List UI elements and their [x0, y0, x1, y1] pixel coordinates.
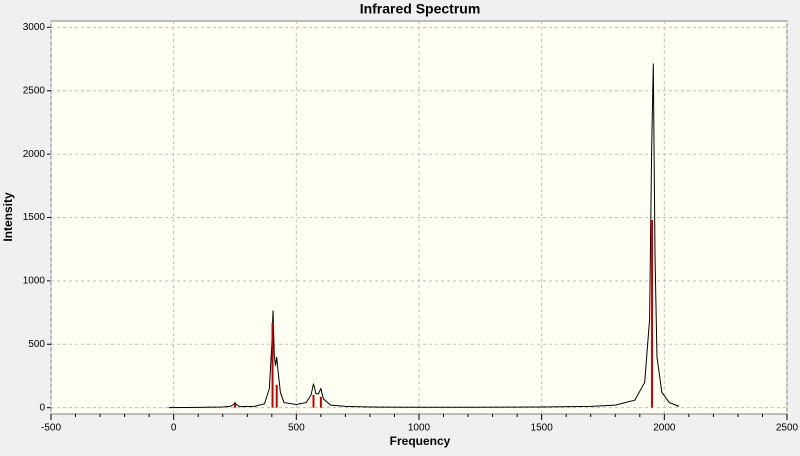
x-tick-label: -500: [41, 423, 61, 434]
y-tick-label: 0: [39, 402, 45, 413]
x-tick-label: 500: [288, 423, 305, 434]
y-axis-label: Intensity: [1, 192, 15, 242]
x-tick-label: 1000: [408, 423, 431, 434]
y-tick-label: 3000: [23, 22, 46, 33]
y-tick-label: 2000: [23, 149, 46, 160]
y-tick-label: 1500: [23, 212, 46, 223]
x-tick-label: 2500: [776, 423, 799, 434]
x-tick-label: 2000: [653, 423, 676, 434]
y-tick-label: 2500: [23, 85, 46, 96]
x-axis-label: Frequency: [390, 434, 451, 448]
y-tick-label: 1000: [23, 276, 46, 287]
chart-title: Infrared Spectrum: [360, 1, 481, 17]
x-tick-label: 0: [171, 423, 177, 434]
spectrum-line: [168, 63, 680, 409]
y-tick-label: 500: [28, 339, 45, 350]
x-tick-label: 1500: [531, 423, 554, 434]
